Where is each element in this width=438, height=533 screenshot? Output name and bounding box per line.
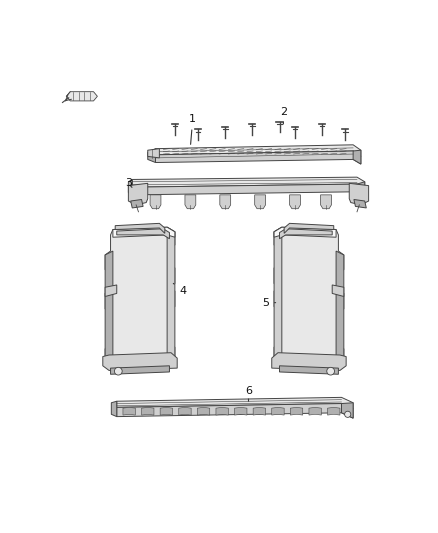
Polygon shape — [274, 227, 344, 367]
Polygon shape — [290, 195, 300, 209]
Polygon shape — [148, 149, 159, 158]
Polygon shape — [105, 227, 175, 367]
Polygon shape — [117, 403, 353, 418]
Circle shape — [345, 411, 351, 417]
Polygon shape — [105, 251, 113, 367]
Polygon shape — [132, 184, 365, 195]
Polygon shape — [274, 227, 282, 364]
Polygon shape — [128, 183, 148, 205]
Polygon shape — [105, 285, 117, 296]
Polygon shape — [115, 223, 165, 233]
Polygon shape — [103, 353, 177, 370]
Circle shape — [327, 367, 335, 375]
Polygon shape — [354, 199, 366, 208]
Polygon shape — [342, 403, 353, 418]
Polygon shape — [235, 407, 247, 415]
Polygon shape — [167, 227, 175, 364]
Text: 4: 4 — [173, 284, 186, 296]
Polygon shape — [279, 366, 339, 374]
Polygon shape — [279, 229, 332, 239]
Polygon shape — [160, 407, 173, 415]
Polygon shape — [357, 182, 365, 195]
Polygon shape — [349, 183, 369, 205]
Text: 5: 5 — [262, 297, 276, 308]
Polygon shape — [220, 195, 231, 209]
Circle shape — [114, 367, 122, 375]
Polygon shape — [128, 180, 132, 195]
Polygon shape — [110, 366, 170, 374]
Polygon shape — [198, 407, 210, 415]
Text: 3: 3 — [125, 179, 132, 188]
Polygon shape — [123, 407, 135, 415]
Polygon shape — [185, 195, 196, 209]
Polygon shape — [113, 227, 175, 237]
Polygon shape — [290, 407, 303, 415]
Polygon shape — [141, 407, 154, 415]
Polygon shape — [255, 195, 265, 209]
Polygon shape — [67, 92, 97, 101]
Polygon shape — [274, 227, 336, 237]
Polygon shape — [336, 251, 344, 367]
Polygon shape — [117, 398, 353, 409]
Polygon shape — [284, 223, 334, 233]
Polygon shape — [111, 401, 117, 417]
Polygon shape — [272, 407, 284, 415]
Polygon shape — [332, 285, 344, 296]
Text: 2: 2 — [280, 107, 287, 124]
Polygon shape — [117, 229, 170, 239]
Polygon shape — [309, 407, 321, 415]
Polygon shape — [272, 353, 346, 370]
Polygon shape — [353, 150, 361, 164]
Polygon shape — [216, 407, 228, 415]
Polygon shape — [131, 199, 143, 208]
Polygon shape — [148, 149, 155, 163]
Text: 6: 6 — [245, 386, 252, 401]
Polygon shape — [150, 195, 161, 209]
Polygon shape — [155, 145, 361, 156]
Text: 1: 1 — [189, 115, 196, 144]
Polygon shape — [253, 407, 265, 415]
Polygon shape — [155, 151, 361, 164]
Polygon shape — [179, 407, 191, 415]
Polygon shape — [328, 407, 340, 415]
Polygon shape — [132, 177, 365, 189]
Polygon shape — [321, 195, 332, 209]
